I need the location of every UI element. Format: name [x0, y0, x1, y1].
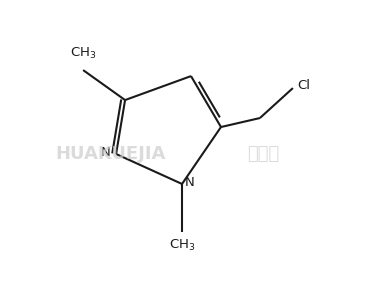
Text: Cl: Cl — [297, 79, 310, 91]
Text: N: N — [185, 176, 195, 189]
Text: CH$_3$: CH$_3$ — [169, 238, 195, 253]
Text: 化学加: 化学加 — [247, 145, 279, 163]
Text: HUAKUEJIA: HUAKUEJIA — [55, 145, 165, 163]
Text: N: N — [100, 146, 110, 159]
Text: CH$_3$: CH$_3$ — [70, 46, 96, 61]
